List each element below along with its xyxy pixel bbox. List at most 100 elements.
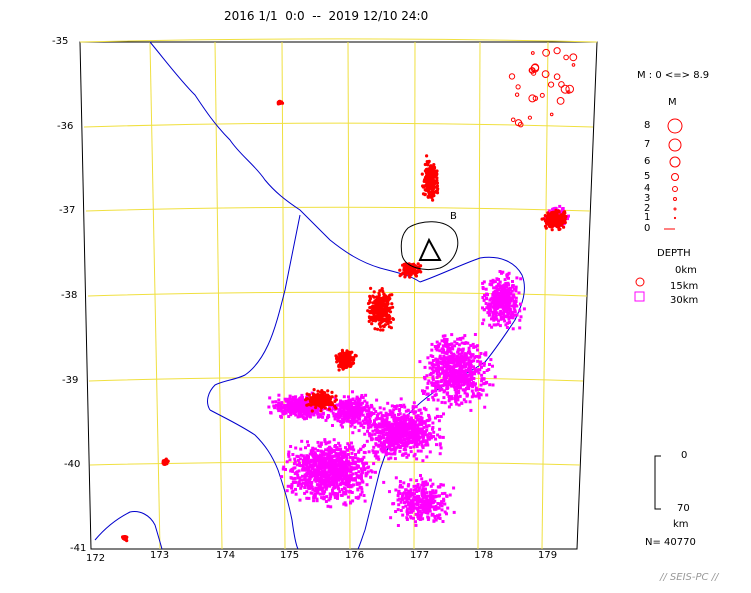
deep-event-marker (293, 472, 297, 476)
deep-event-marker (412, 411, 416, 415)
deep-event-marker (421, 437, 425, 441)
deep-event-marker (416, 502, 420, 506)
deep-event-marker (460, 401, 464, 405)
shallow-event-marker (408, 275, 412, 279)
deep-event-marker (293, 407, 297, 411)
deep-event-marker (321, 490, 325, 494)
deep-event-marker (436, 516, 440, 520)
deep-event-marker (284, 411, 288, 415)
deep-event-marker (456, 337, 460, 341)
deep-event-marker (294, 492, 298, 496)
deep-event-marker (313, 489, 317, 493)
deep-event-marker (560, 209, 564, 213)
shallow-event-marker (431, 190, 435, 194)
deep-event-marker (415, 485, 419, 489)
deep-event-marker (503, 278, 507, 282)
deep-event-marker (402, 481, 406, 485)
deep-event-marker (458, 380, 462, 384)
deep-event-marker (292, 466, 296, 470)
deep-event-marker (332, 486, 336, 490)
deep-event-marker (288, 394, 292, 398)
deep-event-marker (512, 306, 516, 310)
deep-event-marker (445, 366, 449, 370)
deep-event-marker (358, 474, 362, 478)
shallow-event-marker (330, 390, 334, 394)
deep-event-marker (440, 400, 444, 404)
shallow-event-marker (426, 169, 431, 173)
deep-event-marker (305, 414, 309, 418)
deep-event-marker (494, 314, 498, 318)
deep-event-marker (345, 402, 349, 406)
deep-event-marker (438, 435, 442, 439)
deep-event-marker (514, 300, 518, 303)
deep-event-marker (295, 463, 299, 467)
deep-event-marker (354, 402, 357, 406)
deep-event-marker (431, 389, 435, 393)
deep-event-marker (311, 471, 315, 475)
deep-event-marker (316, 408, 320, 412)
deep-event-marker (369, 475, 373, 479)
deep-event-marker (390, 438, 394, 442)
deep-event-marker (457, 343, 461, 347)
deep-event-marker (390, 422, 394, 426)
shallow-event-marker (334, 398, 338, 402)
deep-event-marker (435, 371, 439, 375)
deep-event-marker (300, 439, 304, 443)
deep-event-marker (449, 351, 453, 355)
deep-event-marker (484, 351, 488, 355)
deep-event-marker (351, 401, 355, 405)
deep-event-marker (338, 483, 342, 487)
deep-event-marker (393, 413, 397, 417)
deep-event-marker (503, 290, 507, 294)
deep-event-marker (366, 429, 369, 433)
deep-event-marker (342, 415, 346, 419)
deep-event-marker (339, 466, 342, 470)
deep-event-marker (407, 426, 410, 430)
shallow-event-marker (326, 389, 330, 393)
deep-event-marker (425, 440, 428, 444)
deep-event-marker (412, 484, 416, 488)
deep-event-marker (391, 436, 395, 440)
deep-event-marker (373, 432, 377, 436)
deep-event-marker (394, 417, 398, 421)
deep-event-marker (491, 364, 494, 368)
shallow-event-marker (559, 214, 563, 218)
deep-event-marker (460, 355, 463, 359)
deep-event-marker (282, 405, 286, 409)
deep-event-marker (451, 347, 455, 351)
shallow-event-marker (549, 212, 553, 216)
deep-event-marker (390, 440, 394, 443)
deep-event-marker (413, 452, 417, 456)
deep-event-marker (405, 455, 409, 459)
deep-event-marker (363, 467, 367, 471)
deep-event-marker (441, 344, 445, 348)
deep-event-marker (323, 483, 327, 487)
deep-event-marker (407, 489, 411, 493)
deep-event-marker (436, 514, 439, 518)
deep-event-marker (368, 421, 372, 425)
deep-event-marker (366, 423, 370, 427)
deep-event-marker (460, 341, 464, 345)
deep-event-marker (294, 413, 298, 417)
deep-event-marker (359, 467, 363, 471)
deep-event-marker (276, 406, 280, 410)
deep-event-marker (460, 357, 463, 361)
deep-event-marker (362, 464, 366, 468)
deep-event-marker (491, 383, 495, 387)
shallow-event-marker (331, 402, 335, 406)
deep-event-marker (298, 464, 302, 467)
deep-event-marker (339, 412, 343, 416)
deep-event-marker (406, 495, 410, 499)
shallow-event-marker (423, 192, 427, 196)
deep-event-marker (447, 349, 451, 353)
deep-event-marker (363, 432, 367, 436)
deep-event-marker (408, 507, 412, 511)
deep-event-marker (441, 483, 445, 487)
deep-event-marker (458, 376, 462, 380)
large-event-marker (539, 92, 545, 98)
deep-event-marker (385, 424, 389, 428)
deep-event-marker (338, 420, 342, 423)
shallow-event-marker (368, 294, 372, 298)
deep-event-marker (446, 363, 449, 367)
deep-event-marker (350, 403, 354, 407)
